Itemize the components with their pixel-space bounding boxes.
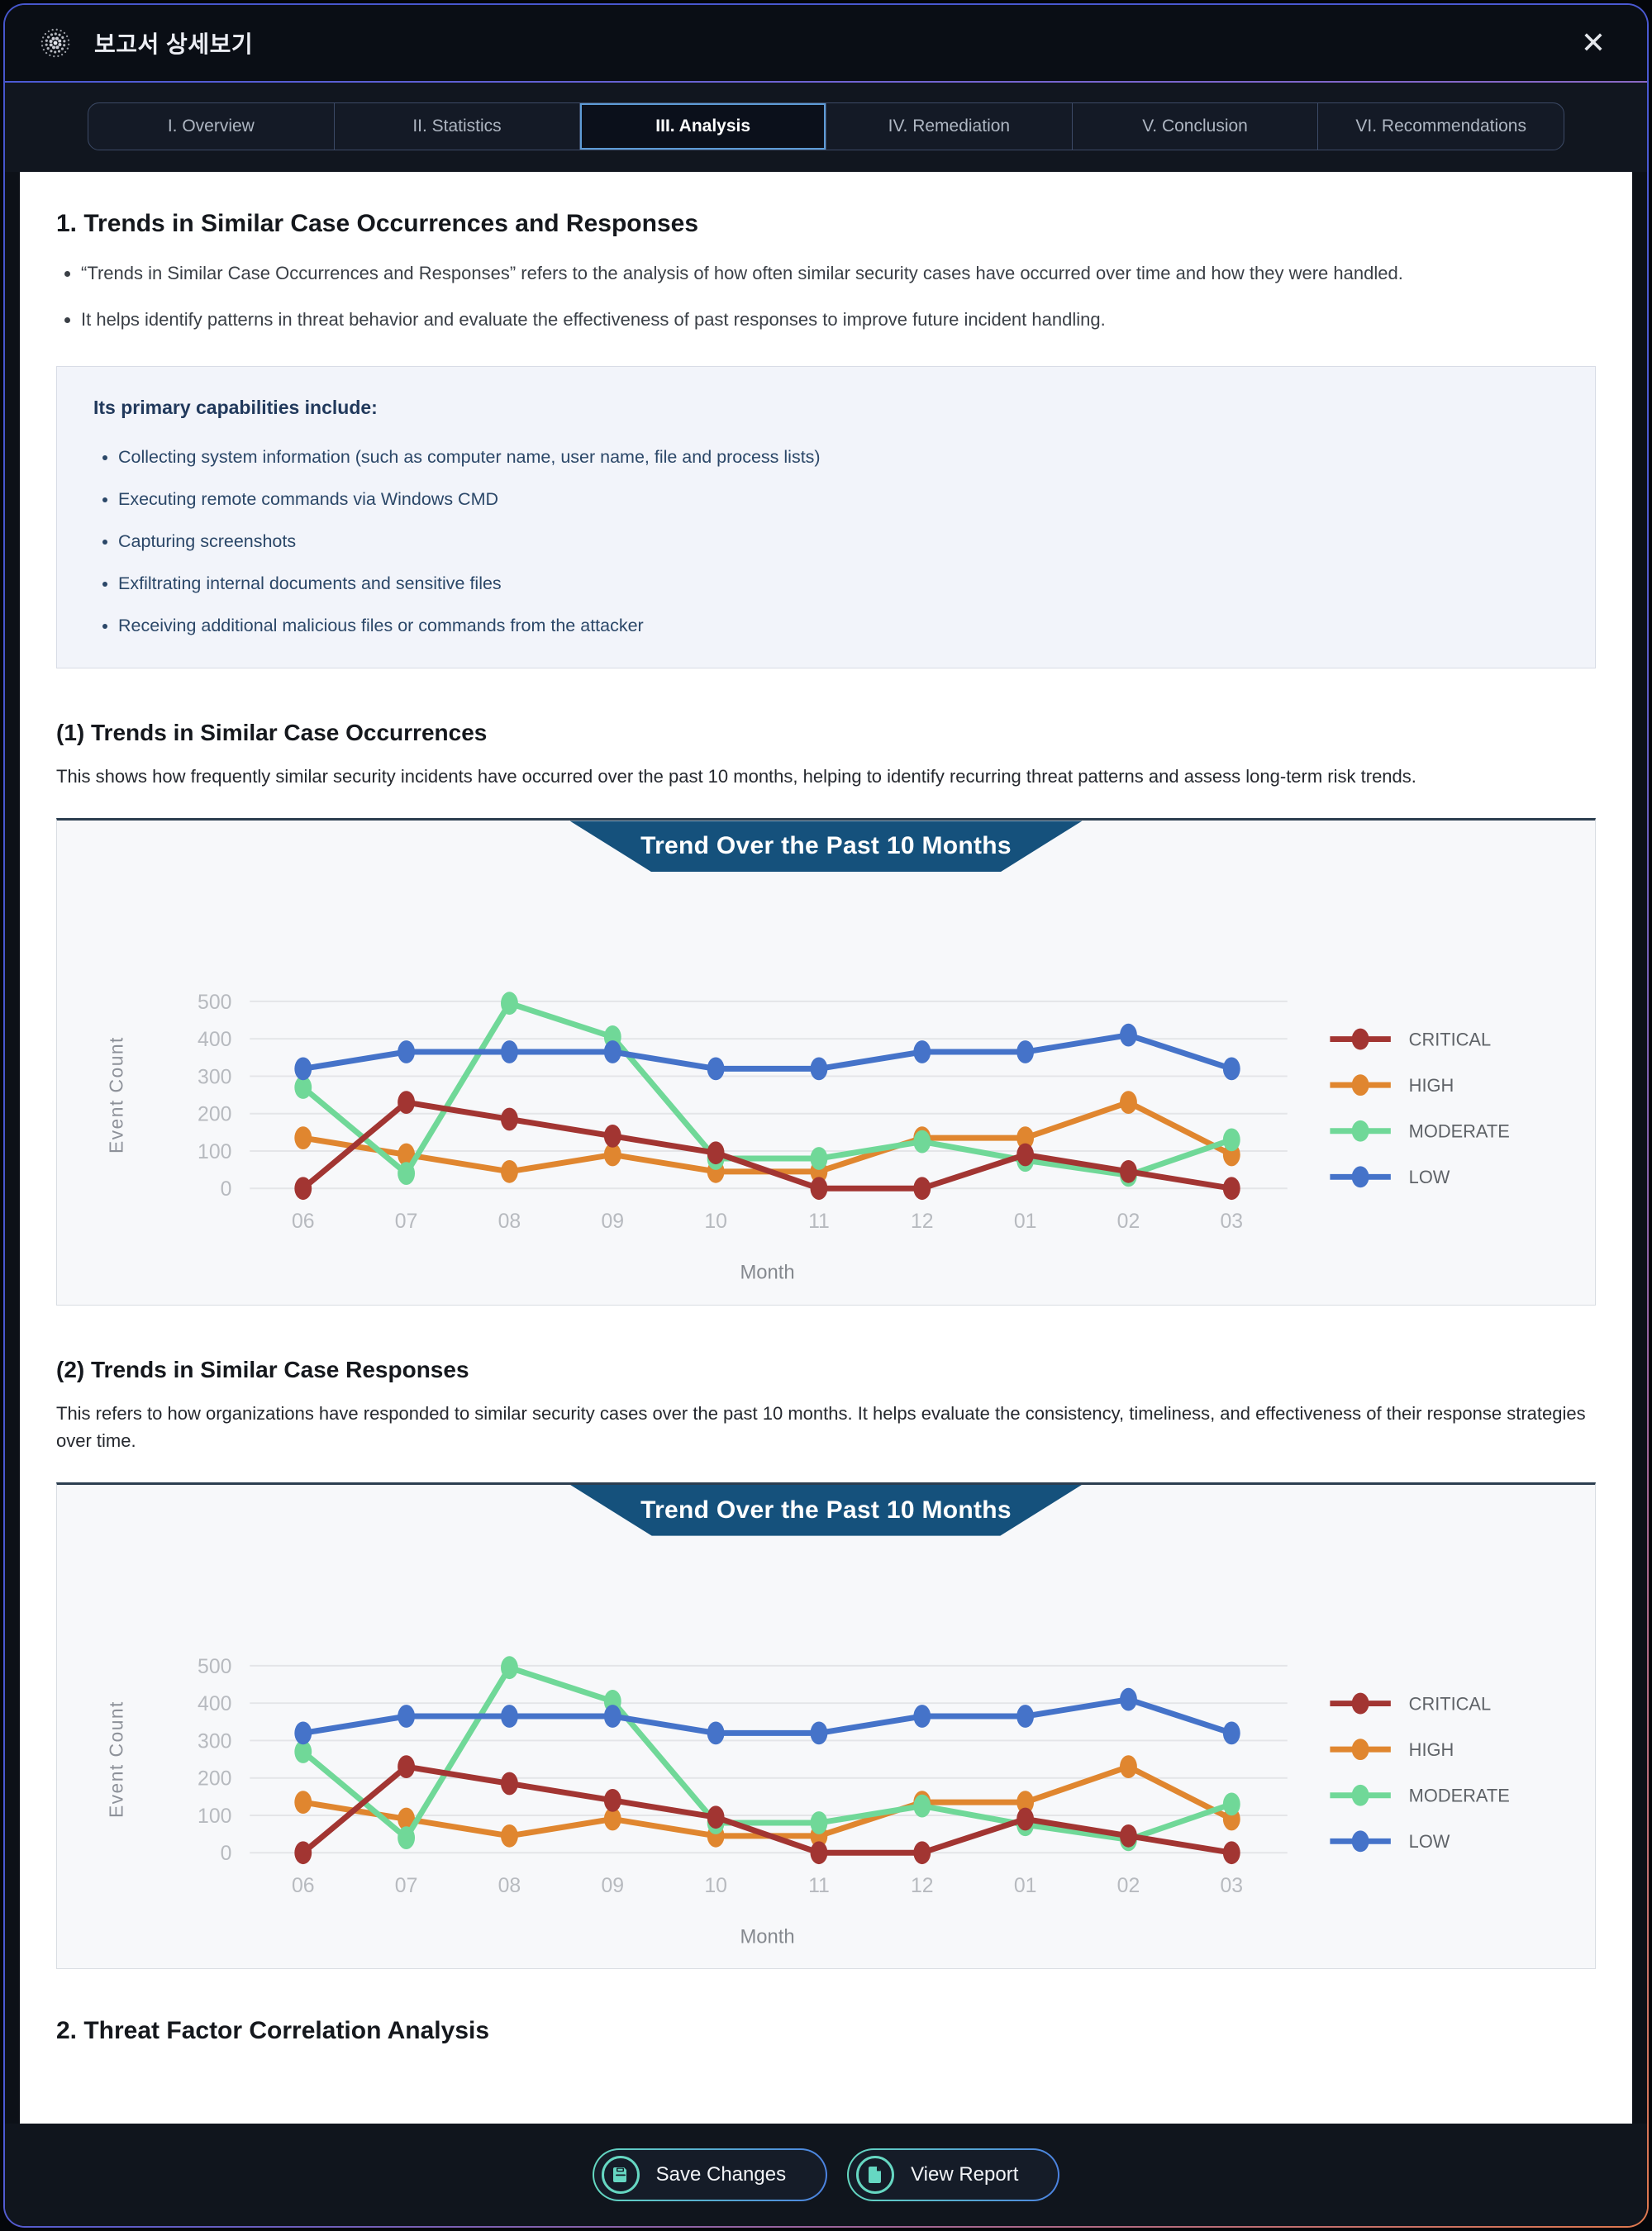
capability-item: Capturing screenshots [118,530,1559,554]
capability-item: Executing remote commands via Windows CM… [118,488,1559,511]
series-low [294,1024,1240,1081]
capabilities-title: Its primary capabilities include: [93,397,378,419]
svg-text:03: 03 [1221,1211,1244,1233]
svg-text:11: 11 [808,1211,830,1233]
save-icon [601,2156,640,2194]
modal-header: 보고서 상세보기 ✕ [5,5,1647,83]
svg-text:10: 10 [704,1875,727,1897]
svg-text:MODERATE: MODERATE [1409,1785,1510,1805]
occurrences-chart-banner: Trend Over the Past 10 Months [569,821,1083,873]
svg-text:CRITICAL: CRITICAL [1409,1693,1491,1714]
section-2-heading: 2. Threat Factor Correlation Analysis [56,2016,490,2044]
svg-text:0: 0 [221,1843,232,1865]
svg-text:08: 08 [498,1211,521,1233]
occurrences-chart-title: Trend Over the Past 10 Months [640,832,1012,860]
responses-line-chart: 0 100 200 300 400 500 06 07 08 09 10 11 12 01 02 03 Mont… [105,1656,1510,1948]
tab-iii-analysis[interactable]: III. Analysis [580,103,827,150]
svg-text:10: 10 [704,1211,727,1233]
save-changes-label: Save Changes [655,2163,787,2186]
report-detail-modal: 보고서 상세보기 ✕ I. Overview II. Statistics III.… [3,3,1649,2228]
svg-text:Event Count: Event Count [105,1037,126,1154]
svg-text:200: 200 [198,1104,231,1126]
svg-text:100: 100 [198,1141,231,1163]
sub-1-description: This shows how frequently similar securi… [56,766,1416,787]
modal-title: 보고서 상세보기 [94,31,254,57]
svg-text:400: 400 [198,1693,231,1715]
capability-item: Exfiltrating internal documents and sens… [118,572,1559,596]
occurrences-chart-card: Trend Over the Past 10 Months 0 100 200 300… [56,818,1596,1306]
svg-text:08: 08 [498,1875,521,1897]
svg-text:07: 07 [395,1211,418,1233]
section-1-bullet-list: “Trends in Similar Case Occurrences and … [81,261,1596,331]
svg-text:Event Count: Event Count [105,1701,126,1818]
svg-text:09: 09 [601,1211,624,1233]
report-dots-icon [38,26,73,60]
svg-text:Month: Month [740,1262,794,1284]
sub-1-heading: (1) Trends in Similar Case Occurrences [56,720,488,746]
svg-text:07: 07 [395,1875,418,1897]
sub-2-heading: (2) Trends in Similar Case Responses [56,1356,469,1382]
tab-v-conclusion[interactable]: V. Conclusion [1073,103,1319,150]
svg-text:11: 11 [808,1875,830,1897]
svg-text:12: 12 [911,1211,934,1233]
series-critical [294,1754,1240,1864]
svg-text:LOW: LOW [1409,1168,1450,1188]
sub-2-description: This refers to how organizations have re… [56,1402,1586,1451]
svg-text:HIGH: HIGH [1409,1739,1454,1760]
svg-text:02: 02 [1117,1211,1140,1233]
close-icon[interactable]: ✕ [1574,25,1612,61]
series-low [294,1687,1240,1744]
svg-text:0: 0 [221,1179,232,1201]
responses-chart-card: Trend Over the Past 10 Months 0 100 200 300… [56,1482,1596,1969]
svg-text:06: 06 [292,1211,315,1233]
tab-ii-statistics[interactable]: II. Statistics [335,103,581,150]
capabilities-box: Its primary capabilities include: Collec… [56,366,1596,669]
capability-item: Receiving additional malicious files or … [118,614,1559,638]
svg-text:300: 300 [198,1067,231,1089]
modal-footer: Save Changes View Report [5,2124,1647,2226]
modal-body: 보고서 상세보기 ✕ I. Overview II. Statistics III.… [5,5,1647,2226]
tab-iv-remediation[interactable]: IV. Remediation [826,103,1073,150]
series-critical [294,1091,1240,1201]
view-report-label: View Report [911,2163,1019,2186]
svg-text:01: 01 [1014,1875,1037,1897]
svg-text:01: 01 [1014,1211,1037,1233]
capability-item: Collecting system information (such as c… [118,445,1559,469]
svg-text:LOW: LOW [1409,1831,1450,1852]
svg-text:Month: Month [740,1925,794,1948]
analysis-content: 1. Trends in Similar Case Occurrences an… [20,172,1632,2124]
svg-text:12: 12 [911,1875,934,1897]
tab-i-overview[interactable]: I. Overview [88,103,335,150]
save-changes-button[interactable]: Save Changes [593,2148,827,2201]
tab-bar: I. Overview II. Statistics III. Analysis IV… [5,83,1647,172]
overview-bullet: “Trends in Similar Case Occurrences and … [81,261,1596,286]
occurrences-line-chart: 0 100 200 300 400 500 06 07 08 09 10 11 12 01 02 03 Mont… [105,992,1510,1284]
svg-text:HIGH: HIGH [1409,1076,1454,1096]
svg-text:09: 09 [601,1875,624,1897]
responses-chart-banner: Trend Over the Past 10 Months [569,1484,1083,1536]
capabilities-list: Collecting system information (such as c… [118,445,1559,638]
svg-text:500: 500 [198,992,231,1014]
svg-text:100: 100 [198,1805,231,1828]
view-report-button[interactable]: View Report [847,2148,1059,2201]
svg-text:CRITICAL: CRITICAL [1409,1030,1491,1050]
svg-text:06: 06 [292,1875,315,1897]
section-1-heading: 1. Trends in Similar Case Occurrences an… [56,210,698,237]
responses-chart-title: Trend Over the Past 10 Months [640,1496,1012,1524]
report-file-icon [856,2156,895,2194]
svg-text:400: 400 [198,1030,231,1052]
svg-text:02: 02 [1117,1875,1140,1897]
tab-vi-recommendations[interactable]: VI. Recommendations [1355,117,1526,136]
svg-text:03: 03 [1221,1875,1244,1897]
svg-text:MODERATE: MODERATE [1409,1121,1510,1142]
svg-text:500: 500 [198,1656,231,1678]
overview-bullet: It helps identify patterns in threat beh… [81,307,1596,332]
svg-text:300: 300 [198,1730,231,1753]
svg-text:200: 200 [198,1767,231,1790]
